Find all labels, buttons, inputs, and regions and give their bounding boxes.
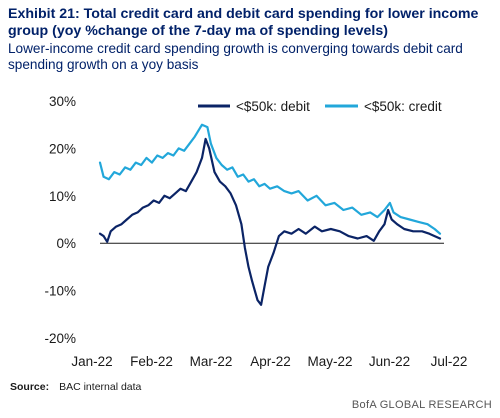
x-tick-label: Jan-22 [71,354,112,369]
chart-subtitle: Lower-income credit card spending growth… [8,41,463,72]
y-axis-ticks: 30% 20% 10% 0% -10% -20% [44,94,76,346]
y-tick-label: 20% [49,141,76,156]
x-tick-label: Feb-22 [130,354,173,369]
x-tick-label: Apr-22 [250,354,291,369]
source-text: BAC internal data [59,381,142,393]
x-tick-label: Jul-22 [431,354,468,369]
x-tick-label: Jun-22 [369,354,410,369]
source-note: Source: BAC internal data [10,381,141,393]
legend-item-credit-label: <$50k: credit [364,99,442,114]
series-layer [98,123,442,306]
y-tick-label: 30% [49,94,76,109]
source-label: Source: [10,381,50,393]
y-tick-label: -20% [44,331,76,346]
y-tick-label: 0% [56,236,76,251]
legend-item-debit-label: <$50k: debit [236,99,310,114]
y-tick-label: 10% [49,189,76,204]
series-line-debit [98,137,442,306]
y-tick-label: -10% [44,284,76,299]
x-axis-ticks: Jan-22 Feb-22 Mar-22 Apr-22 May-22 Jun-22 Jul-… [71,354,467,369]
series-line-credit [98,123,442,235]
legend: <$50k: debit <$50k: credit [198,99,442,114]
brand-footer: BofA GLOBAL RESEARCH [351,399,492,411]
x-tick-label: Mar-22 [190,354,233,369]
chart-title: Exhibit 21: Total credit card and debit … [8,6,479,39]
x-tick-label: May-22 [307,354,352,369]
